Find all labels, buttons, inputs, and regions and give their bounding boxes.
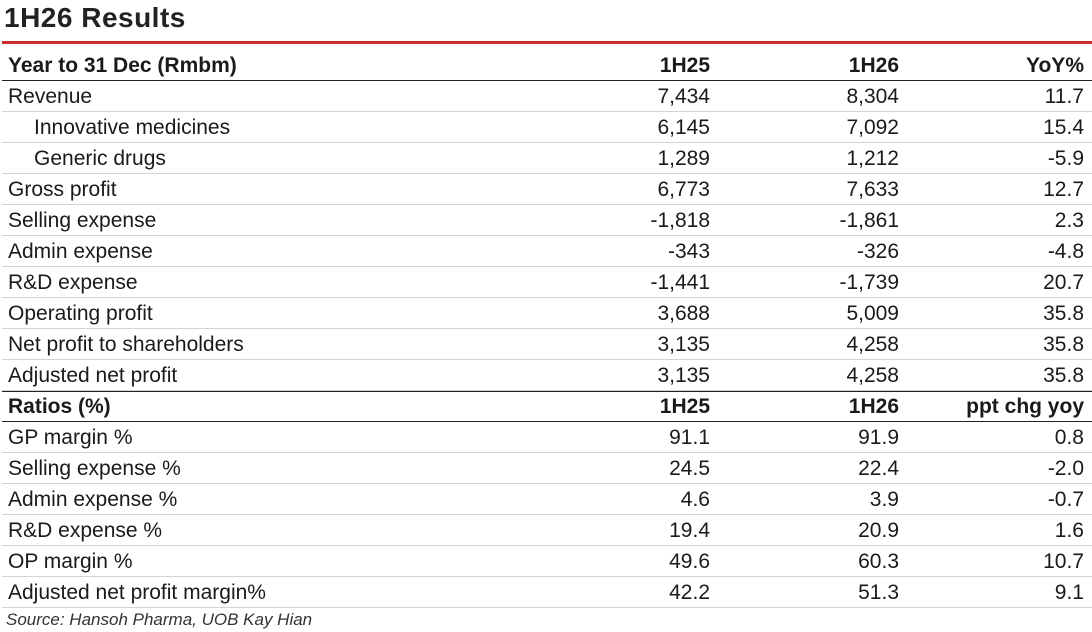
results-row-change: 35.8 bbox=[1043, 364, 1084, 387]
ratios-row: Admin expense % 4.6 3.9 -0.7 bbox=[2, 484, 1092, 515]
results-row-label: Gross profit bbox=[8, 178, 117, 201]
results-row-change: 11.7 bbox=[1044, 85, 1084, 108]
results-row: Gross profit 6,773 7,633 12.7 bbox=[2, 174, 1092, 205]
results-row: R&D expense -1,441 -1,739 20.7 bbox=[2, 267, 1092, 298]
results-row-change: 12.7 bbox=[1043, 178, 1084, 201]
results-row-label: Operating profit bbox=[8, 302, 153, 325]
results-row-change: 2.3 bbox=[1054, 209, 1084, 232]
results-row-1h26: 1,212 bbox=[846, 147, 899, 170]
ratios-header-row: Ratios (%) 1H25 1H26 ppt chg yoy bbox=[2, 391, 1092, 422]
ratios-row-change: 9.1 bbox=[1054, 581, 1084, 604]
results-header-1h25: 1H25 bbox=[659, 54, 710, 77]
results-header-1h26: 1H26 bbox=[848, 54, 899, 77]
ratios-row-1h26: 91.9 bbox=[858, 426, 899, 449]
ratios-row: GP margin % 91.1 91.9 0.8 bbox=[2, 422, 1092, 453]
ratios-row-1h25: 4.6 bbox=[680, 488, 710, 511]
ratios-row-change: 10.7 bbox=[1043, 550, 1084, 573]
results-row-1h26: 4,258 bbox=[846, 333, 899, 356]
ratios-row-1h26: 22.4 bbox=[858, 457, 899, 480]
results-row-label: Innovative medicines bbox=[34, 116, 231, 139]
ratios-row-1h26: 60.3 bbox=[858, 550, 899, 573]
results-row-1h25: -1,441 bbox=[650, 271, 710, 294]
results-row-change: -5.9 bbox=[1047, 147, 1084, 170]
ratios-row-1h26: 51.3 bbox=[858, 581, 899, 604]
results-table: Year to 31 Dec (Rmbm) 1H25 1H26 YoY% Rev… bbox=[2, 51, 1092, 608]
ratios-row: OP margin % 49.6 60.3 10.7 bbox=[2, 546, 1092, 577]
results-body: Revenue 7,434 8,304 11.7 Innovative medicine… bbox=[2, 81, 1092, 391]
results-row: Adjusted net profit 3,135 4,258 35.8 bbox=[2, 360, 1092, 391]
results-row: Revenue 7,434 8,304 11.7 bbox=[2, 81, 1092, 112]
results-row: Admin expense -343 -326 -4.8 bbox=[2, 236, 1092, 267]
ratios-row-label: Adjusted net profit margin% bbox=[8, 581, 266, 604]
results-row-1h26: 7,092 bbox=[846, 116, 899, 139]
results-row-change: 20.7 bbox=[1043, 271, 1084, 294]
ratios-header-1h25: 1H25 bbox=[659, 395, 710, 418]
results-header-yoy: YoY% bbox=[1026, 54, 1084, 77]
results-row-label: R&D expense bbox=[8, 271, 138, 294]
results-row-label: Generic drugs bbox=[34, 147, 166, 170]
ratios-row-label: R&D expense % bbox=[8, 519, 163, 542]
results-row-1h25: -343 bbox=[667, 240, 710, 263]
results-row-1h25: 1,289 bbox=[657, 147, 710, 170]
results-row: Generic drugs 1,289 1,212 -5.9 bbox=[2, 143, 1092, 174]
ratios-row-label: Admin expense % bbox=[8, 488, 178, 511]
results-row-label: Adjusted net profit bbox=[8, 364, 178, 387]
results-header-row: Year to 31 Dec (Rmbm) 1H25 1H26 YoY% bbox=[2, 51, 1092, 81]
ratios-row-change: -2.0 bbox=[1047, 457, 1084, 480]
ratios-row-1h26: 3.9 bbox=[869, 488, 899, 511]
results-row-1h26: 5,009 bbox=[846, 302, 899, 325]
results-row-change: 35.8 bbox=[1043, 302, 1084, 325]
results-row-1h25: 3,135 bbox=[657, 333, 710, 356]
ratios-row: Selling expense % 24.5 22.4 -2.0 bbox=[2, 453, 1092, 484]
results-row-label: Net profit to shareholders bbox=[8, 333, 244, 356]
title-accent-rule bbox=[2, 41, 1092, 44]
results-row: Innovative medicines 6,145 7,092 15.4 bbox=[2, 112, 1092, 143]
ratios-row-label: OP margin % bbox=[8, 550, 133, 573]
ratios-row-1h25: 42.2 bbox=[669, 581, 710, 604]
ratios-row-1h25: 19.4 bbox=[669, 519, 710, 542]
results-row-label: Admin expense bbox=[8, 240, 153, 263]
ratios-row-1h25: 24.5 bbox=[669, 457, 710, 480]
ratios-row-change: 0.8 bbox=[1054, 426, 1084, 449]
results-row-1h25: 6,773 bbox=[657, 178, 710, 201]
ratios-row: R&D expense % 19.4 20.9 1.6 bbox=[2, 515, 1092, 546]
results-row-label: Revenue bbox=[8, 85, 93, 108]
results-row-1h26: 7,633 bbox=[846, 178, 899, 201]
results-row-1h26: 8,304 bbox=[846, 85, 899, 108]
ratios-row: Adjusted net profit margin% 42.2 51.3 9.1 bbox=[2, 577, 1092, 608]
results-row-label: Selling expense bbox=[8, 209, 157, 232]
results-row: Operating profit 3,688 5,009 35.8 bbox=[2, 298, 1092, 329]
results-row-1h26: -1,739 bbox=[839, 271, 899, 294]
results-row-1h25: 3,688 bbox=[657, 302, 710, 325]
ratios-row-1h25: 49.6 bbox=[669, 550, 710, 573]
ratios-row-change: 1.6 bbox=[1054, 519, 1084, 542]
results-row-1h26: 4,258 bbox=[846, 364, 899, 387]
results-row: Selling expense -1,818 -1,861 2.3 bbox=[2, 205, 1092, 236]
results-row-1h26: -326 bbox=[856, 240, 899, 263]
ratios-header-label: Ratios (%) bbox=[8, 395, 111, 418]
ratios-header-1h26: 1H26 bbox=[848, 395, 899, 418]
ratios-row-1h26: 20.9 bbox=[858, 519, 899, 542]
results-row-1h25: 3,135 bbox=[657, 364, 710, 387]
ratios-row-label: GP margin % bbox=[8, 426, 133, 449]
ratios-row-1h25: 91.1 bbox=[669, 426, 710, 449]
source-note: Source: Hansoh Pharma, UOB Kay Hian bbox=[6, 610, 313, 629]
page-title: 1H26 Results bbox=[4, 2, 186, 33]
results-row-change: 35.8 bbox=[1043, 333, 1084, 356]
results-header-label: Year to 31 Dec (Rmbm) bbox=[8, 54, 237, 77]
ratios-row-label: Selling expense % bbox=[8, 457, 181, 480]
results-row: Net profit to shareholders 3,135 4,258 35.8 bbox=[2, 329, 1092, 360]
results-row-change: 15.4 bbox=[1043, 116, 1084, 139]
ratios-body: GP margin % 91.1 91.9 0.8 Selling expense % 2… bbox=[2, 422, 1092, 608]
results-row-1h25: 6,145 bbox=[657, 116, 710, 139]
results-row-1h26: -1,861 bbox=[839, 209, 899, 232]
ratios-header-ppt-chg: ppt chg yoy bbox=[966, 395, 1084, 418]
ratios-row-change: -0.7 bbox=[1047, 488, 1084, 511]
results-row-change: -4.8 bbox=[1047, 240, 1084, 263]
results-row-1h25: -1,818 bbox=[650, 209, 710, 232]
results-row-1h25: 7,434 bbox=[657, 85, 710, 108]
